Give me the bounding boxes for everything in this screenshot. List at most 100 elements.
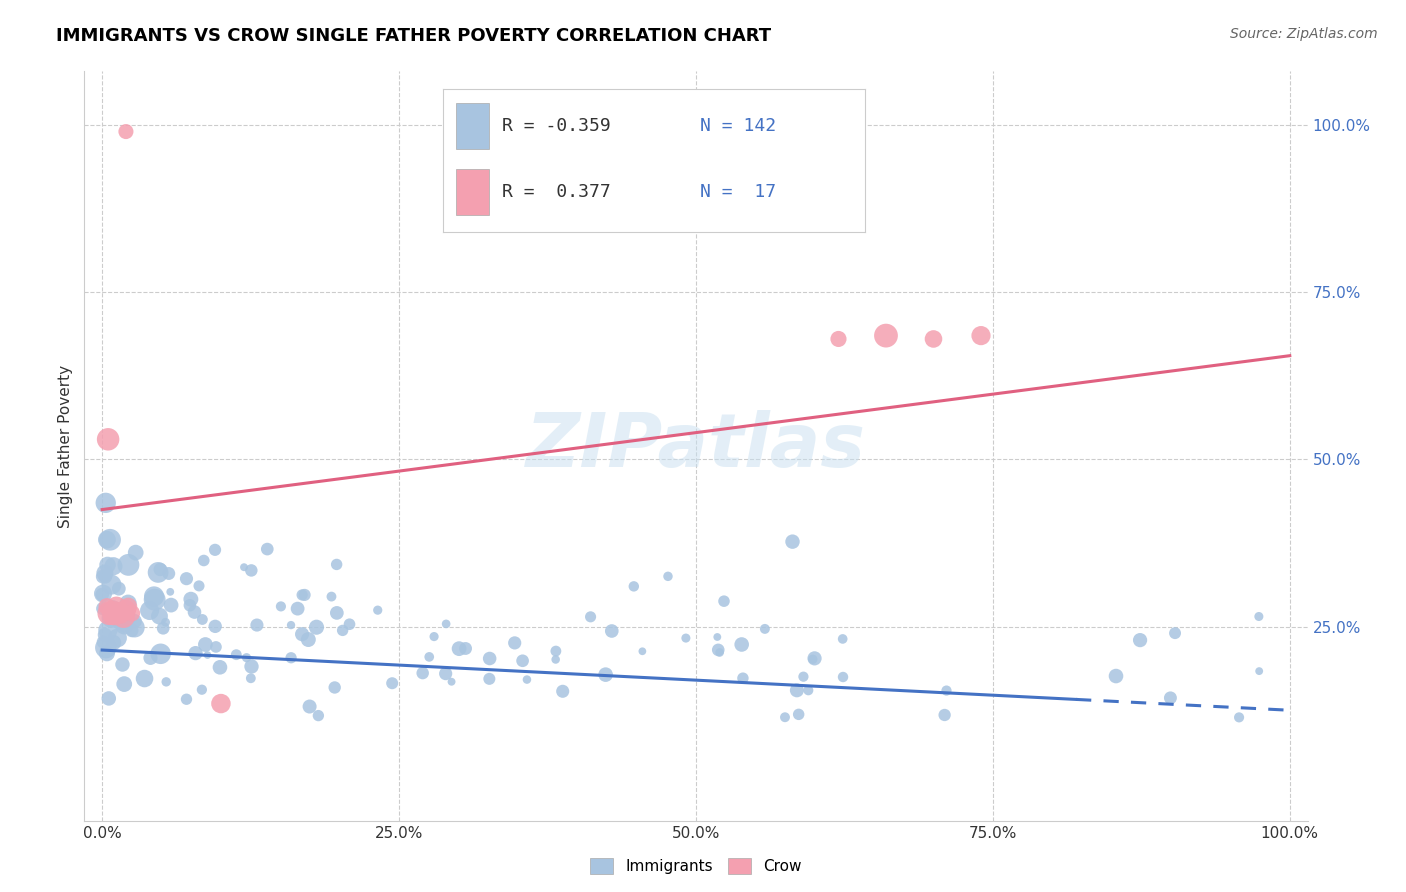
Point: [434, 666, 457, 681]
Point: [143, 590, 166, 604]
Point: [503, 636, 526, 650]
Point: [786, 683, 808, 698]
Point: [110, 615, 132, 629]
Point: [454, 641, 477, 656]
Point: [623, 579, 645, 593]
Point: [105, 599, 128, 614]
Point: [91, 635, 114, 649]
Point: [115, 603, 138, 617]
Point: [291, 627, 314, 641]
Point: [827, 332, 849, 346]
Point: [600, 624, 623, 638]
Point: [792, 670, 814, 684]
Point: [579, 610, 602, 624]
Point: [934, 708, 956, 723]
Point: [205, 640, 228, 654]
Point: [100, 577, 122, 591]
Point: [323, 681, 346, 695]
Point: [595, 667, 617, 681]
Point: [108, 607, 131, 621]
Point: [875, 328, 897, 343]
Point: [197, 648, 219, 662]
Point: [94, 628, 117, 642]
Point: [478, 651, 501, 665]
Point: [94, 496, 117, 510]
Point: [440, 674, 463, 689]
Point: [225, 648, 247, 662]
Point: [270, 599, 292, 614]
Point: [149, 562, 172, 576]
Point: [155, 674, 177, 689]
Point: [97, 623, 120, 637]
Point: [325, 558, 347, 572]
Point: [1129, 633, 1152, 648]
Point: [97, 433, 120, 447]
Point: [240, 659, 263, 673]
Point: [103, 607, 125, 621]
Point: [305, 620, 328, 634]
Point: [516, 673, 538, 687]
Point: [367, 603, 389, 617]
Point: [412, 666, 434, 681]
Point: [1227, 710, 1250, 724]
Point: [100, 609, 122, 624]
Point: [117, 599, 139, 614]
Y-axis label: Single Father Poverty: Single Father Poverty: [58, 365, 73, 527]
Point: [449, 641, 471, 656]
Point: [107, 582, 129, 596]
Point: [97, 691, 120, 706]
Point: [1164, 626, 1187, 640]
Point: [98, 533, 121, 547]
Point: [803, 651, 825, 665]
Point: [280, 650, 302, 665]
Point: [1247, 609, 1270, 624]
Text: R = -0.359: R = -0.359: [502, 118, 610, 136]
Point: [332, 624, 354, 638]
Point: [291, 588, 314, 602]
Text: R =  0.377: R = 0.377: [502, 183, 610, 201]
Point: [297, 632, 319, 647]
Point: [96, 599, 118, 614]
Point: [922, 332, 945, 346]
Point: [787, 707, 810, 722]
Point: [96, 558, 118, 572]
Point: [512, 654, 534, 668]
Point: [240, 563, 263, 577]
Point: [801, 652, 824, 666]
Point: [706, 630, 728, 644]
Point: [1249, 664, 1271, 678]
Point: [91, 588, 114, 602]
Point: [551, 684, 574, 698]
Point: [208, 660, 231, 674]
Point: [544, 644, 567, 658]
Point: [117, 596, 139, 610]
Point: [184, 646, 207, 660]
Point: [114, 618, 136, 632]
Point: [96, 533, 118, 547]
Point: [98, 607, 121, 621]
Point: [101, 601, 124, 615]
Text: IMMIGRANTS VS CROW SINGLE FATHER POVERTY CORRELATION CHART: IMMIGRANTS VS CROW SINGLE FATHER POVERTY…: [56, 27, 772, 45]
Point: [94, 640, 117, 655]
Point: [111, 657, 134, 672]
Bar: [456, 169, 489, 215]
Point: [121, 624, 143, 638]
Point: [125, 546, 148, 560]
Point: [191, 682, 214, 697]
Point: [773, 710, 796, 724]
Text: N =  17: N = 17: [700, 183, 776, 201]
Point: [94, 566, 117, 580]
Point: [935, 683, 957, 698]
Point: [138, 603, 160, 617]
Point: [103, 635, 125, 649]
Point: [707, 643, 730, 657]
Point: [180, 592, 202, 607]
Point: [631, 644, 654, 658]
Point: [94, 570, 117, 584]
Point: [731, 671, 754, 685]
Text: N = 142: N = 142: [700, 118, 776, 136]
Point: [148, 609, 170, 624]
Point: [239, 671, 262, 685]
Point: [797, 683, 820, 698]
Point: [204, 619, 226, 633]
